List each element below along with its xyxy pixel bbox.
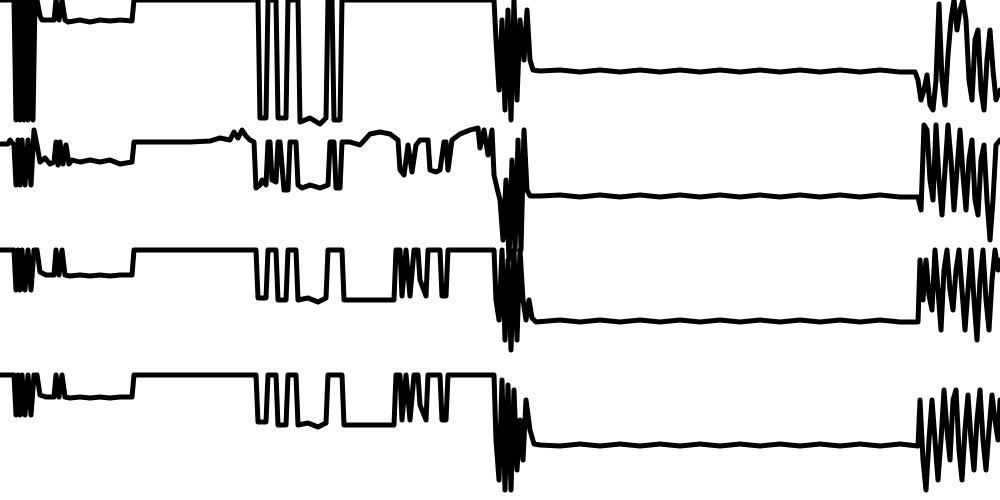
waveform-trace-2 — [0, 122, 1000, 263]
waveform-trace-4 — [0, 372, 1000, 493]
waveform-trace-3 — [0, 247, 1000, 353]
waveform-trace-1 — [0, 0, 1000, 127]
